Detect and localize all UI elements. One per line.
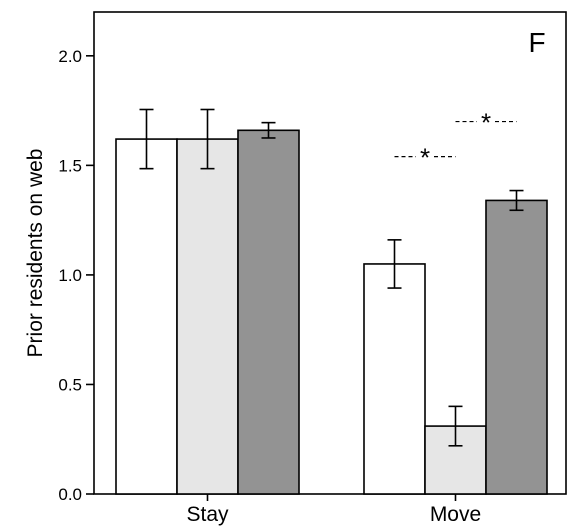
chart-marks: 0.0 0.5 1.0 1.5 2.0 Stay Move * * [58,47,548,526]
significance-asterisk: * [420,143,430,173]
x-tick-label: Stay [186,503,229,526]
y-tick-label: 2.0 [58,47,82,66]
significance-asterisk: * [481,108,491,138]
bar [115,138,178,495]
bar [363,263,426,495]
y-tick-label: 0.0 [58,485,82,504]
y-axis-label: Prior residents on web [24,149,47,358]
plot-frame [93,11,567,495]
plot-area [93,11,567,495]
panel-label: F [528,27,545,58]
y-tick-label: 1.0 [58,266,82,285]
x-tick-label: Move [430,503,481,526]
bar [485,199,548,495]
bar [237,129,300,495]
y-tick-label: 0.5 [58,375,82,394]
bar [176,138,239,495]
y-tick-label: 1.5 [58,156,82,175]
